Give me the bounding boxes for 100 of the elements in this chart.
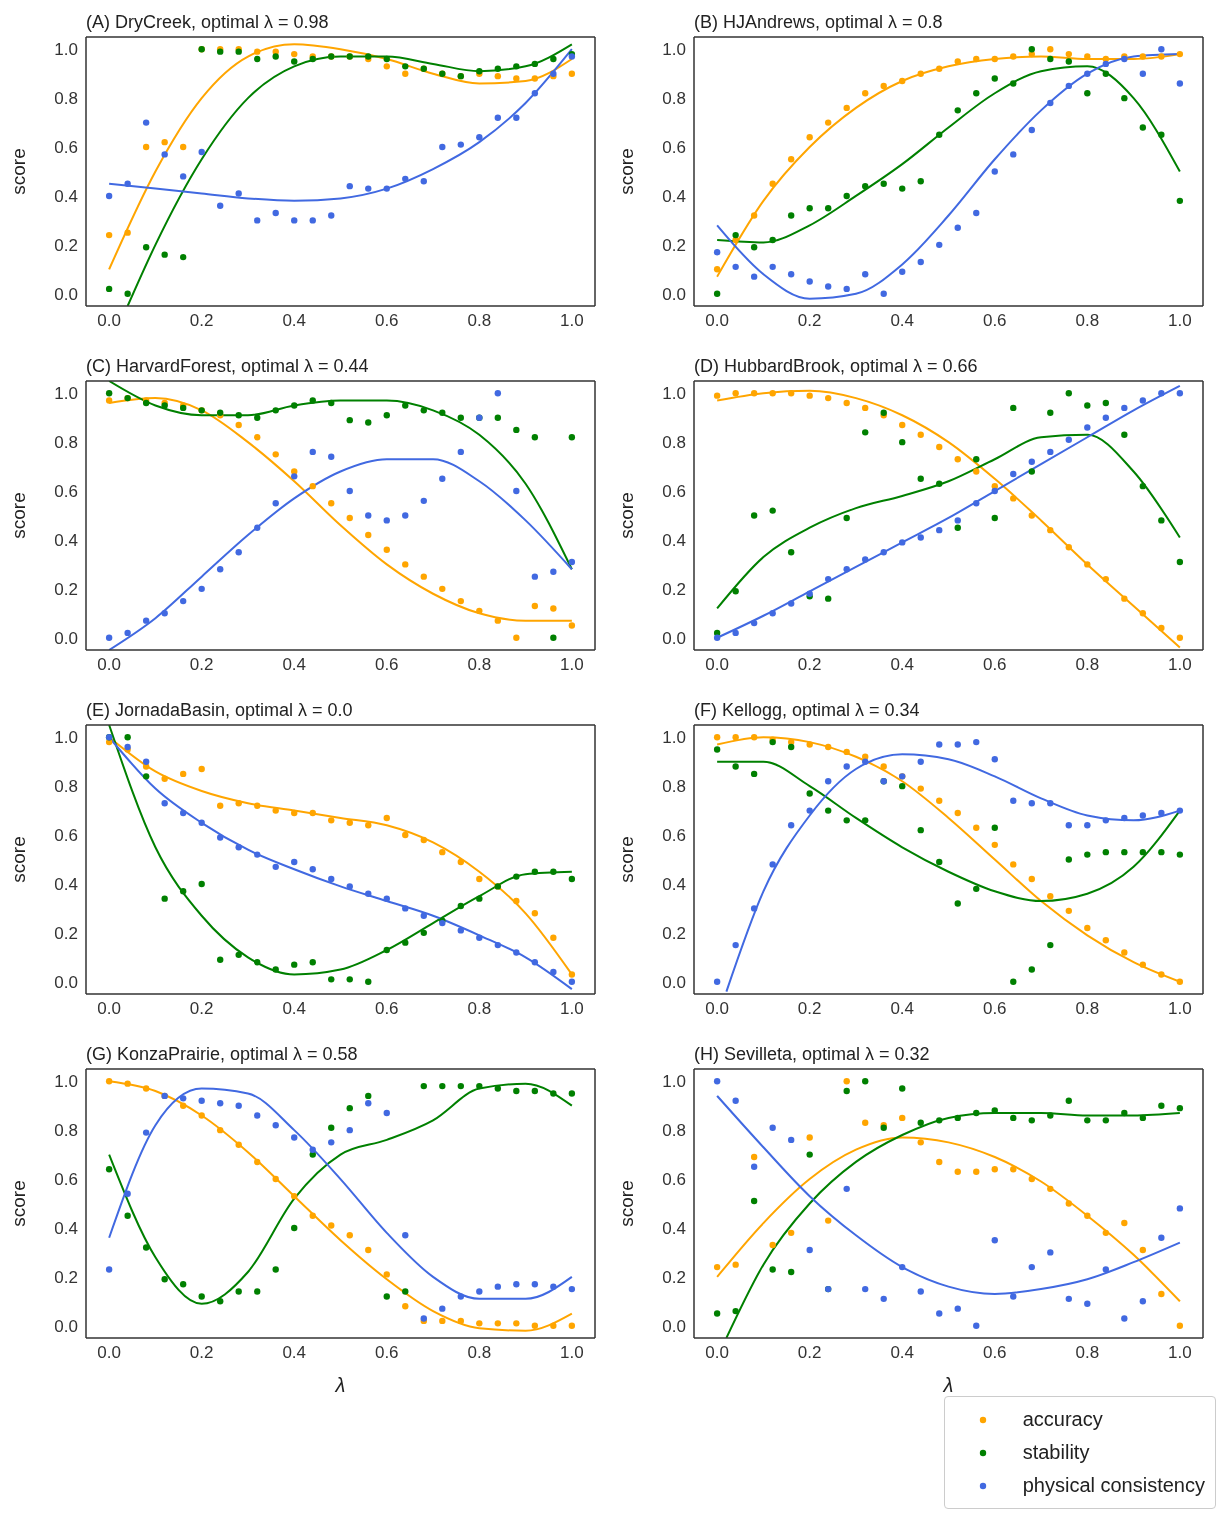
x-tick-label: 0.6 [374, 999, 399, 1019]
y-tick-label: 0.8 [54, 1121, 78, 1141]
y-tick-label: 1.0 [662, 728, 686, 748]
x-tick-label: 0.6 [374, 311, 399, 331]
y-tick-label: 1.0 [54, 728, 78, 748]
x-tick-label: 0.4 [890, 1343, 915, 1363]
y-tick-label: 0.2 [54, 235, 78, 255]
x-tick-label: 1.0 [1168, 311, 1192, 331]
chart-title: (G) KonzaPrairie, optimal λ = 0.58 [86, 1044, 358, 1065]
y-axis-title: score [615, 836, 637, 883]
y-tick-label: 0.8 [54, 89, 78, 109]
x-tick-label: 0.0 [97, 1343, 121, 1363]
x-tick-label: 1.0 [560, 311, 584, 331]
y-tick-label: 0.8 [662, 1121, 686, 1141]
x-tick-label: 0.0 [97, 311, 121, 331]
y-axis-title: score [7, 492, 29, 539]
x-tick-label: 0.2 [189, 655, 214, 675]
x-tick-label: 0.4 [282, 655, 307, 675]
x-tick-label: 0.0 [705, 1343, 729, 1363]
y-tick-label: 0.6 [54, 826, 78, 846]
y-tick-label: 0.4 [662, 874, 686, 894]
x-tick-label: 0.8 [1075, 655, 1100, 675]
y-tick-label: 0.0 [54, 284, 78, 304]
y-tick-label: 1.0 [54, 384, 78, 404]
x-tick-label: 0.0 [705, 655, 729, 675]
y-tick-label: 0.8 [54, 777, 78, 797]
chart-title: (F) Kellogg, optimal λ = 0.34 [694, 700, 920, 721]
y-tick-label: 0.2 [662, 579, 686, 599]
y-axis-title: score [7, 1180, 29, 1227]
x-tick-label: 1.0 [560, 1343, 584, 1363]
y-tick-label: 0.2 [662, 923, 686, 943]
y-tick-label: 0.6 [662, 138, 686, 158]
y-tick-label: 0.6 [54, 1170, 78, 1190]
x-tick-label: 0.8 [467, 311, 492, 331]
y-tick-label: 1.0 [54, 1072, 78, 1092]
x-tick-label: 1.0 [560, 999, 584, 1019]
x-tick-label: 0.4 [890, 655, 915, 675]
x-tick-label: 0.0 [97, 655, 121, 675]
x-tick-label: 0.2 [797, 999, 822, 1019]
y-tick-label: 0.2 [54, 1267, 78, 1287]
x-tick-label: 0.8 [1075, 999, 1100, 1019]
y-tick-label: 0.2 [54, 579, 78, 599]
y-tick-label: 0.2 [662, 1267, 686, 1287]
x-tick-label: 0.6 [374, 655, 399, 675]
x-tick-label: 0.4 [282, 311, 307, 331]
y-axis-title: score [7, 836, 29, 883]
y-tick-label: 0.6 [54, 482, 78, 502]
x-tick-label: 0.8 [467, 655, 492, 675]
x-tick-label: 0.2 [189, 311, 214, 331]
y-tick-label: 0.2 [54, 923, 78, 943]
y-tick-label: 0.2 [662, 235, 686, 255]
y-tick-label: 0.8 [662, 433, 686, 453]
chart-title: (B) HJAndrews, optimal λ = 0.8 [694, 12, 943, 33]
y-tick-label: 0.4 [54, 186, 78, 206]
y-axis-title: score [615, 1180, 637, 1227]
x-tick-label: 0.8 [1075, 311, 1100, 331]
x-tick-label: 0.2 [189, 1343, 214, 1363]
chart-title: (D) HubbardBrook, optimal λ = 0.66 [694, 356, 978, 377]
y-tick-label: 0.8 [662, 89, 686, 109]
y-tick-label: 0.0 [662, 628, 686, 648]
y-tick-label: 0.4 [54, 530, 78, 550]
x-tick-label: 0.6 [982, 655, 1007, 675]
x-tick-label: 0.4 [890, 999, 915, 1019]
chart-title: (E) JornadaBasin, optimal λ = 0.0 [86, 700, 353, 721]
chart-title: (A) DryCreek, optimal λ = 0.98 [86, 12, 329, 33]
y-tick-label: 0.6 [662, 1170, 686, 1190]
x-tick-label: 0.8 [1075, 1343, 1100, 1363]
x-tick-label: 0.2 [189, 999, 214, 1019]
y-tick-label: 0.0 [662, 1316, 686, 1336]
y-tick-label: 1.0 [662, 1072, 686, 1092]
y-tick-label: 0.0 [662, 284, 686, 304]
x-tick-label: 0.6 [982, 1343, 1007, 1363]
y-tick-label: 0.0 [54, 628, 78, 648]
y-tick-label: 1.0 [662, 40, 686, 60]
y-tick-label: 0.4 [662, 530, 686, 550]
chart-title: (H) Sevilleta, optimal λ = 0.32 [694, 1044, 930, 1065]
x-tick-label: 0.4 [282, 999, 307, 1019]
x-tick-label: 1.0 [1168, 1343, 1192, 1363]
x-tick-label: 0.6 [374, 1343, 399, 1363]
legend-label: stability [1022, 1441, 1090, 1464]
legend-label: physical consistency [1022, 1474, 1205, 1497]
x-tick-label: 1.0 [1168, 999, 1192, 1019]
y-tick-label: 0.4 [662, 1218, 686, 1238]
y-tick-label: 0.8 [662, 777, 686, 797]
x-tick-label: 0.8 [467, 1343, 492, 1363]
y-tick-label: 0.6 [662, 482, 686, 502]
y-tick-label: 0.0 [54, 1316, 78, 1336]
x-tick-label: 1.0 [560, 655, 584, 675]
y-tick-label: 0.6 [54, 138, 78, 158]
y-tick-label: 0.0 [54, 972, 78, 992]
y-axis-title: score [7, 148, 29, 195]
x-tick-label: 0.2 [797, 311, 822, 331]
legend-label: accuracy [1022, 1408, 1103, 1431]
x-tick-label: 0.6 [982, 311, 1007, 331]
x-tick-label: 0.2 [797, 655, 822, 675]
y-tick-label: 0.4 [54, 874, 78, 894]
y-tick-label: 0.0 [662, 972, 686, 992]
y-tick-label: 1.0 [54, 40, 78, 60]
x-tick-label: 0.0 [705, 999, 729, 1019]
x-axis-title: λ [334, 1374, 346, 1396]
